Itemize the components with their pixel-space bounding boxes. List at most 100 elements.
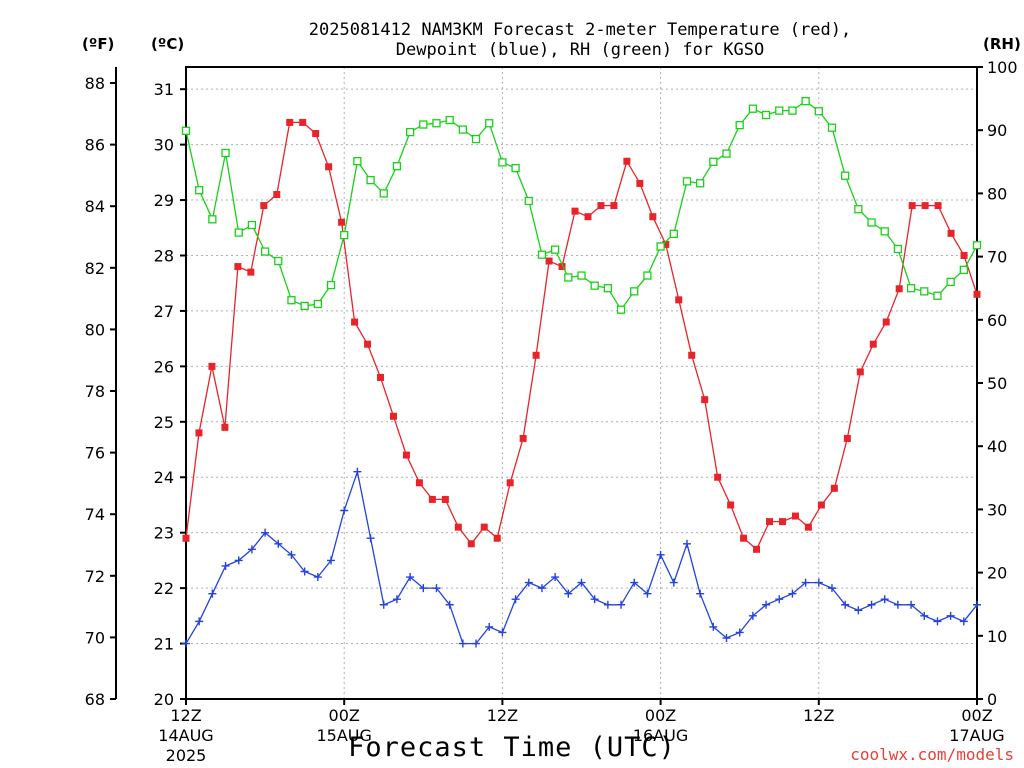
temperature-point bbox=[519, 434, 527, 442]
rh-point bbox=[841, 171, 850, 180]
temperature-point bbox=[260, 202, 268, 210]
rh-point bbox=[287, 296, 296, 305]
dewpoint-point bbox=[524, 578, 533, 587]
dewpoint-point bbox=[841, 600, 850, 609]
rh-point bbox=[274, 256, 283, 266]
dewpoint-point bbox=[182, 639, 190, 648]
rh-point bbox=[366, 175, 375, 185]
temperature-point bbox=[623, 157, 631, 165]
dewpoint-point bbox=[946, 611, 955, 620]
temperature-point bbox=[947, 229, 955, 237]
rh-tick-label: 20 bbox=[987, 564, 1007, 583]
temperature-point bbox=[597, 202, 605, 210]
dewpoint-point bbox=[195, 617, 204, 626]
temperature-point bbox=[286, 118, 294, 126]
celsius-tick-label: 26 bbox=[154, 357, 174, 376]
rh-point bbox=[643, 271, 652, 280]
temperature-point bbox=[895, 285, 903, 293]
rh-point bbox=[181, 126, 191, 135]
x-tick-date-label: 16AUG bbox=[633, 726, 688, 745]
temperature-point bbox=[908, 202, 916, 210]
rh-point bbox=[221, 148, 230, 158]
dewpoint-point bbox=[247, 545, 256, 554]
rh-point bbox=[867, 218, 876, 227]
rh-point bbox=[630, 287, 639, 296]
rh-point bbox=[827, 123, 837, 132]
rh-point bbox=[972, 241, 982, 250]
temperature-point bbox=[325, 163, 333, 171]
celsius-tick-label: 23 bbox=[154, 524, 174, 543]
rh-point bbox=[432, 119, 441, 128]
dewpoint-point bbox=[366, 534, 375, 543]
rh-point bbox=[761, 110, 771, 120]
dewpoint-point bbox=[551, 573, 560, 582]
rh-point bbox=[524, 196, 533, 206]
temperature-point bbox=[649, 213, 657, 221]
temperature-point bbox=[221, 423, 229, 431]
rh-point bbox=[748, 104, 758, 113]
temperature-point bbox=[364, 340, 372, 348]
temperature-point bbox=[701, 396, 709, 404]
rh-point bbox=[722, 149, 731, 158]
rh-point bbox=[392, 162, 402, 171]
temperature-point bbox=[960, 251, 968, 259]
dewpoint-point bbox=[498, 628, 507, 637]
dewpoint-point bbox=[893, 600, 902, 609]
dewpoint-point bbox=[735, 628, 744, 637]
dewpoint-point bbox=[208, 589, 217, 598]
rh-tick-label: 60 bbox=[987, 311, 1007, 330]
x-tick-date-label: 14AUG bbox=[158, 726, 213, 745]
rh-tick-label: 0 bbox=[987, 690, 997, 709]
x-tick-date-label: 15AUG bbox=[316, 726, 371, 745]
temperature-point bbox=[804, 523, 812, 531]
temperature-point bbox=[415, 479, 423, 487]
dewpoint-point bbox=[300, 567, 309, 576]
temperature-point bbox=[584, 213, 592, 221]
rh-point bbox=[405, 127, 415, 137]
fahrenheit-tick-label: 72 bbox=[85, 567, 105, 586]
fahrenheit-tick-label: 68 bbox=[85, 690, 105, 709]
temperature-point bbox=[727, 501, 735, 509]
temperature-point bbox=[753, 545, 761, 553]
rh-point bbox=[550, 245, 560, 254]
rh-point bbox=[471, 134, 481, 144]
temperature-point bbox=[351, 318, 359, 326]
temperature-point bbox=[428, 495, 436, 503]
celsius-tick-label: 25 bbox=[154, 413, 174, 432]
dewpoint-point bbox=[458, 639, 467, 648]
rh-point bbox=[340, 230, 349, 240]
dewpoint-point bbox=[880, 595, 889, 604]
fahrenheit-tick-label: 76 bbox=[85, 444, 105, 463]
fahrenheit-tick-label: 78 bbox=[85, 382, 105, 401]
dewpoint-point bbox=[920, 611, 929, 620]
celsius-tick-label: 30 bbox=[154, 136, 174, 155]
temperature-point bbox=[441, 495, 449, 503]
rh-point bbox=[696, 179, 705, 188]
fahrenheit-tick-label: 84 bbox=[85, 197, 105, 216]
fahrenheit-tick-label: 80 bbox=[85, 320, 105, 339]
celsius-tick-label: 29 bbox=[154, 191, 174, 210]
rh-point bbox=[788, 106, 797, 115]
celsius-unit-label: (ºC) bbox=[151, 35, 185, 53]
dewpoint-point bbox=[511, 595, 520, 604]
dewpoint-point bbox=[603, 600, 612, 609]
fahrenheit-tick-label: 86 bbox=[85, 136, 105, 155]
dewpoint-point bbox=[907, 600, 916, 609]
temperature-point bbox=[766, 518, 774, 526]
rh-tick-label: 80 bbox=[987, 184, 1007, 203]
celsius-tick-label: 21 bbox=[154, 635, 174, 654]
dewpoint-point bbox=[590, 595, 599, 604]
rh-tick-label: 40 bbox=[987, 437, 1007, 456]
dewpoint-point bbox=[392, 595, 401, 604]
rh-point bbox=[511, 163, 520, 173]
rh-tick-label: 50 bbox=[987, 374, 1007, 393]
dewpoint-point bbox=[234, 556, 243, 565]
rh-point bbox=[419, 120, 428, 129]
celsius-tick-label: 27 bbox=[154, 302, 174, 321]
temperature-point bbox=[402, 451, 410, 459]
rh-point bbox=[590, 281, 599, 290]
celsius-tick-label: 20 bbox=[154, 690, 174, 709]
temperature-point bbox=[338, 218, 346, 226]
rh-point bbox=[208, 215, 217, 224]
rh-point bbox=[195, 186, 204, 195]
